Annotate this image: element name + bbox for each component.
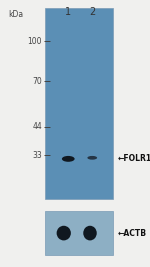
Text: 2: 2 (89, 7, 95, 17)
Text: 70: 70 (32, 77, 42, 86)
Text: 1: 1 (65, 7, 71, 17)
Bar (45, 211, 112, 255)
Text: kDa: kDa (8, 10, 23, 19)
Text: 33: 33 (32, 151, 42, 160)
Ellipse shape (57, 226, 71, 241)
Ellipse shape (87, 156, 97, 160)
Ellipse shape (83, 226, 97, 241)
Text: ←ACTB: ←ACTB (118, 229, 147, 238)
Ellipse shape (62, 156, 75, 162)
Text: ←FOLR1: ←FOLR1 (118, 154, 150, 163)
Text: 44: 44 (32, 122, 42, 131)
Bar (45, 8, 112, 199)
Text: 100: 100 (27, 37, 42, 46)
